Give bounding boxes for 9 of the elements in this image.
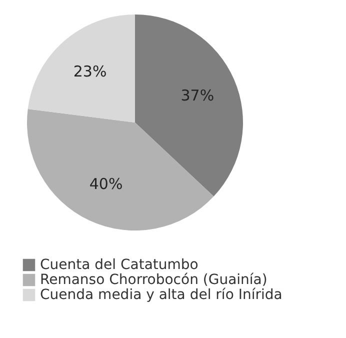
data-label: 40% [89,175,123,194]
pie-slice [135,14,243,196]
data-label: 23% [73,62,107,80]
data-label: 37% [180,86,214,104]
legend-label: Remanso Chorrobocón (Guainía) [40,272,268,288]
legend-label: Cuenda media y alta del río Inírida [40,287,282,303]
pie-slice [28,14,135,122]
pie-slice [27,108,214,230]
legend-label: Cuenta del Catatumbo [40,257,198,273]
